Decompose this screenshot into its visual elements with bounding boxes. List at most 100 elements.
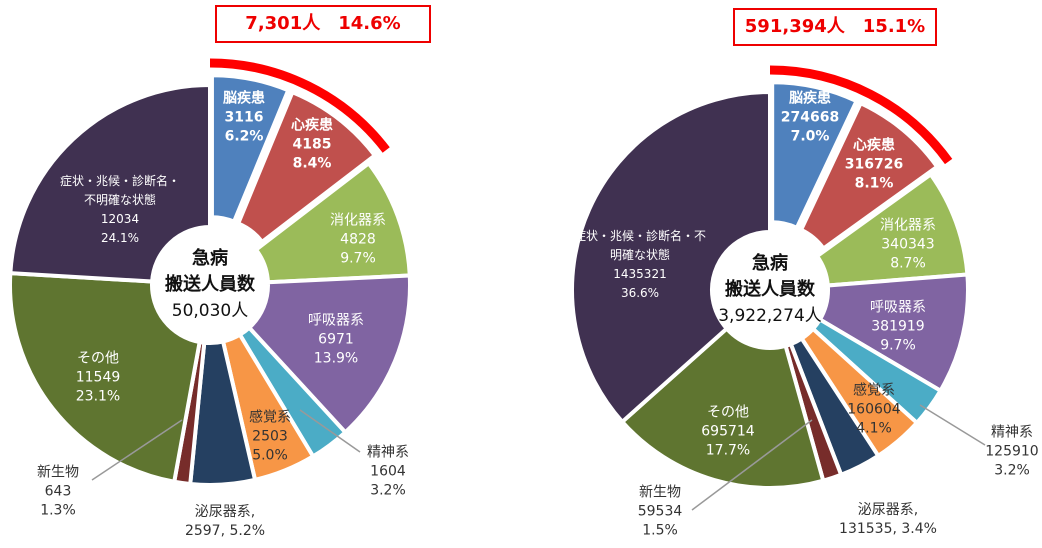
value-label: 316726: [844, 156, 904, 173]
category-label: その他: [706, 404, 749, 421]
category-label: 精神系: [367, 444, 409, 461]
value-label: 2597,: [184, 523, 230, 539]
category-label: 呼吸器系: [870, 299, 926, 316]
leader-line: [919, 404, 986, 446]
value-label: 131535,: [839, 521, 902, 537]
share-label: 4.1%: [856, 420, 892, 437]
value-label: 59534: [637, 503, 683, 520]
leader-line: [299, 409, 361, 453]
share-label: 17.7%: [705, 442, 751, 459]
share-label: 5.0%: [252, 447, 288, 464]
share-label: 1.5%: [642, 522, 678, 539]
share-label: 8.1%: [854, 175, 894, 192]
share-label: 13.9%: [313, 350, 359, 367]
category-label: 感覚系: [249, 409, 291, 426]
slice-label: 症状・兆候・診断名・不明確な状態 1435321 36.6%: [570, 227, 710, 303]
category-label: 症状・兆候・診断名・不明確な状態: [59, 174, 180, 207]
share-label: 3.2%: [370, 482, 406, 499]
slice-label: その他 695714 17.7%: [701, 404, 754, 461]
category-label: 呼吸器系: [308, 312, 364, 329]
value-row: 2597, 5.2%: [185, 522, 265, 541]
center-subtitle: 搬送人員数: [165, 274, 255, 295]
slice-label: 心疾患 4185 8.4%: [291, 117, 333, 174]
slice-label: 脳疾患 3116 6.2%: [223, 90, 265, 147]
value-label: 695714: [701, 423, 755, 440]
share-label: 8.7%: [890, 255, 926, 272]
share-label: 24.1%: [100, 231, 140, 245]
slice-label: 精神系 125910 3.2%: [985, 424, 1038, 481]
category-label: 症状・兆候・診断名・不明確な状態: [573, 229, 706, 262]
value-label: 274668: [780, 109, 840, 126]
center-subtitle: 搬送人員数: [725, 279, 815, 300]
center-label: 急病搬送人員数 3,922,274人: [718, 251, 822, 329]
slice-label: 消化器系 4828 9.7%: [330, 212, 386, 269]
center-title: 急病: [752, 253, 788, 274]
share-label: 3.4%: [901, 521, 937, 537]
center-total: 3,922,274人: [718, 306, 822, 326]
slice-label: 呼吸器系 6971 13.9%: [308, 312, 364, 369]
value-label: 125910: [985, 443, 1039, 460]
center-title: 急病: [192, 248, 228, 269]
slice: [619, 325, 826, 490]
slice-label: 感覚系 160604 4.1%: [847, 382, 900, 439]
category-label: 新生物: [638, 484, 681, 501]
category-label: 脳疾患: [788, 90, 831, 107]
share-label: 9.7%: [340, 250, 376, 267]
value-label: 340343: [881, 236, 935, 253]
slice-label: 精神系 1604 3.2%: [367, 444, 409, 501]
share-label: 8.4%: [292, 155, 332, 172]
category-label: 心疾患: [852, 137, 895, 154]
share-label: 9.7%: [880, 337, 916, 354]
slice-label: 心疾患 316726 8.1%: [845, 137, 903, 194]
value-label: 160604: [847, 401, 901, 418]
highlight-arc: [769, 65, 953, 165]
slice-label: 呼吸器系 381919 9.7%: [870, 299, 926, 356]
leader-line: [691, 419, 813, 511]
slice-label: 泌尿器系, 131535, 3.4%: [839, 501, 937, 539]
center-total: 50,030人: [171, 301, 249, 321]
category-label: 心疾患: [291, 117, 333, 134]
category-label: 消化器系: [880, 217, 936, 234]
slice: [798, 100, 940, 252]
center-label: 急病搬送人員数 50,030人: [165, 246, 255, 324]
leader-line: [91, 419, 183, 481]
highlight-arc: [209, 58, 390, 153]
value-label: 381919: [871, 318, 925, 335]
slice-label: 脳疾患 274668 7.0%: [781, 90, 839, 147]
value-label: 6971: [318, 331, 354, 348]
slice: [209, 73, 291, 225]
category-label: 脳疾患: [223, 90, 265, 107]
category-label: 消化器系: [330, 212, 386, 229]
share-label: 23.1%: [75, 388, 121, 405]
category-label: 感覚系: [852, 382, 895, 399]
value-label: 11549: [75, 369, 121, 386]
center-hole: [152, 227, 268, 343]
category-label: 泌尿器系,: [194, 504, 256, 520]
value-label: 12034: [100, 212, 140, 226]
value-row: 131535, 3.4%: [839, 520, 937, 539]
center-hole: [712, 232, 828, 348]
share-label: 36.6%: [620, 286, 660, 300]
share-label: 3.2%: [994, 462, 1030, 479]
share-label: 7.0%: [790, 128, 830, 145]
value-label: 2503: [252, 428, 288, 445]
value-label: 1435321: [613, 267, 667, 281]
category-label: 泌尿器系,: [857, 502, 919, 518]
share-label: 1.3%: [40, 502, 76, 519]
slice-label: 新生物 59534 1.5%: [638, 484, 683, 541]
category-label: その他: [76, 350, 119, 367]
slice: [235, 89, 378, 245]
value-label: 643: [44, 483, 72, 500]
slice-label: 症状・兆候・診断名・不明確な状態 12034 24.1%: [55, 172, 185, 248]
slice-label: 感覚系 2503 5.0%: [249, 409, 291, 466]
highlight-box: 591,394人 15.1%: [733, 8, 937, 46]
share-label: 5.2%: [229, 523, 266, 539]
slice-label: その他 11549 23.1%: [76, 350, 121, 407]
value-label: 4828: [340, 231, 376, 248]
value-label: 4185: [292, 136, 332, 153]
category-label: 精神系: [990, 424, 1033, 441]
slice: [770, 80, 860, 231]
highlight-box: 7,301人 14.6%: [215, 5, 431, 43]
